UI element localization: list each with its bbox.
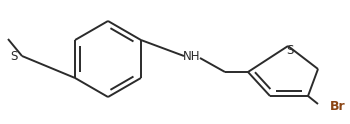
Text: S: S [10, 49, 18, 62]
Text: Br: Br [330, 99, 346, 112]
Text: NH: NH [183, 49, 201, 62]
Text: S: S [286, 44, 294, 57]
